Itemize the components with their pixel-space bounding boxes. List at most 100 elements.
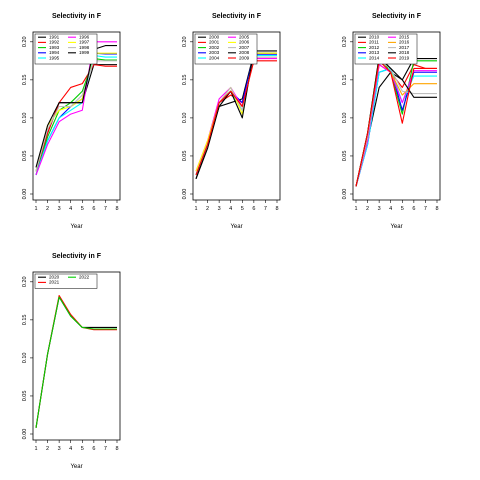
y-tick-label: 0.20: [22, 36, 28, 47]
y-tick-label: 0.15: [342, 74, 348, 85]
x-tick-label: 1: [194, 206, 197, 212]
legend-box: [194, 33, 258, 65]
legend-label: 1993: [49, 45, 60, 50]
x-tick-label: 2: [206, 206, 209, 212]
legend-label: 2001: [209, 40, 220, 45]
legend-label: 1997: [79, 40, 90, 45]
x-tick-label: 6: [252, 206, 255, 212]
x-tick-label: 4: [69, 206, 72, 212]
legend-label: 2012: [369, 45, 380, 50]
legend-label: 2022: [79, 275, 90, 280]
x-tick-label: 1: [34, 446, 37, 452]
legend-label: 2014: [369, 55, 380, 60]
chart-panel-0: Selectivity in F 1 2 3 4 5 6 7 8 Year 0.00 0.05 0.10…: [22, 13, 121, 230]
series-line-2021: [35, 294, 117, 428]
x-axis-label: Year: [70, 224, 82, 230]
chart-title: Selectivity in F: [212, 13, 262, 20]
y-tick-label: 0.15: [22, 314, 28, 325]
series-line-1991: [35, 64, 117, 172]
x-tick-label: 5: [81, 446, 84, 452]
x-tick-label: 7: [104, 206, 107, 212]
x-tick-label: 3: [378, 206, 381, 212]
x-tick-label: 8: [115, 446, 118, 452]
y-tick-label: 0.20: [342, 36, 348, 47]
chart-title: Selectivity in F: [52, 253, 102, 260]
x-tick-label: 2: [46, 446, 49, 452]
legend-label: 2015: [399, 35, 410, 40]
plot-frame: [192, 31, 281, 201]
series-line-2022: [35, 296, 117, 428]
y-tick-label: 0.00: [182, 189, 188, 200]
legend-label: 2006: [239, 40, 250, 45]
x-tick-label: 5: [401, 206, 404, 212]
x-tick-label: 6: [92, 446, 95, 452]
x-tick-label: 8: [115, 206, 118, 212]
series-line-2006: [195, 52, 277, 172]
legend-box: [354, 33, 418, 65]
series-line-2002: [195, 54, 277, 176]
legend-label: 2010: [369, 35, 380, 40]
series-line-2020: [35, 296, 117, 428]
series-line-2007: [195, 56, 277, 176]
x-tick-label: 4: [229, 206, 232, 212]
legend-label: 2013: [369, 50, 380, 55]
legend-label: 1994: [49, 50, 60, 55]
series-line-2005: [195, 57, 277, 172]
series-line-2015: [355, 64, 437, 187]
y-tick-label: 0.10: [22, 113, 28, 124]
series-line-1993: [35, 57, 117, 176]
legend-label: 1996: [79, 35, 90, 40]
series-line-2008: [195, 50, 277, 179]
series-line-1992: [35, 64, 117, 172]
legend-label: 1999: [79, 50, 90, 55]
series-line-2001: [195, 56, 277, 176]
legend-label: 2021: [49, 280, 60, 285]
x-axis-label: Year: [70, 464, 82, 470]
legend-label: 2000: [209, 35, 220, 40]
x-tick-label: 8: [435, 206, 438, 212]
chart-panel-1: Selectivity in F 1 2 3 4 5 6 7 8 Year 0.00 0.05 0.10…: [182, 13, 281, 230]
series-line-2004: [195, 54, 277, 176]
y-tick-label: 0.05: [22, 391, 28, 402]
x-tick-label: 3: [58, 446, 61, 452]
y-tick-label: 0.00: [342, 189, 348, 200]
x-tick-label: 5: [81, 206, 84, 212]
x-tick-label: 8: [275, 206, 278, 212]
series-line-2009: [195, 60, 277, 176]
x-tick-label: 3: [58, 206, 61, 212]
legend-label: 2005: [239, 35, 250, 40]
legend-label: 2002: [209, 45, 220, 50]
y-tick-label: 0.20: [182, 36, 188, 47]
series-line-1996: [35, 41, 117, 176]
y-tick-label: 0.05: [182, 151, 188, 162]
legend-box: [34, 273, 98, 289]
plot-frame: [352, 31, 441, 201]
series-line-2017: [355, 60, 437, 187]
legend-label: 2003: [209, 50, 220, 55]
y-tick-label: 0.10: [22, 353, 28, 364]
x-tick-label: 6: [412, 206, 415, 212]
x-tick-label: 1: [354, 206, 357, 212]
legend-label: 2017: [399, 45, 410, 50]
legend-label: 2016: [399, 40, 410, 45]
y-tick-label: 0.15: [22, 74, 28, 85]
chart-panel-2: Selectivity in F 1 2 3 4 5 6 7 8 Year 0.00 0.05 0.10…: [342, 13, 441, 230]
series-line-2003: [195, 54, 277, 176]
series-line-1999: [35, 45, 117, 168]
x-tick-label: 1: [34, 206, 37, 212]
x-tick-label: 4: [69, 446, 72, 452]
x-tick-label: 7: [104, 446, 107, 452]
legend-box: [34, 33, 98, 65]
series-line-2014: [355, 67, 437, 187]
legend-label: 2019: [399, 55, 410, 60]
x-tick-label: 2: [46, 206, 49, 212]
y-tick-label: 0.05: [342, 151, 348, 162]
legend-label: 1992: [49, 40, 60, 45]
legend-label: 2008: [239, 50, 250, 55]
chart-title: Selectivity in F: [52, 13, 102, 20]
